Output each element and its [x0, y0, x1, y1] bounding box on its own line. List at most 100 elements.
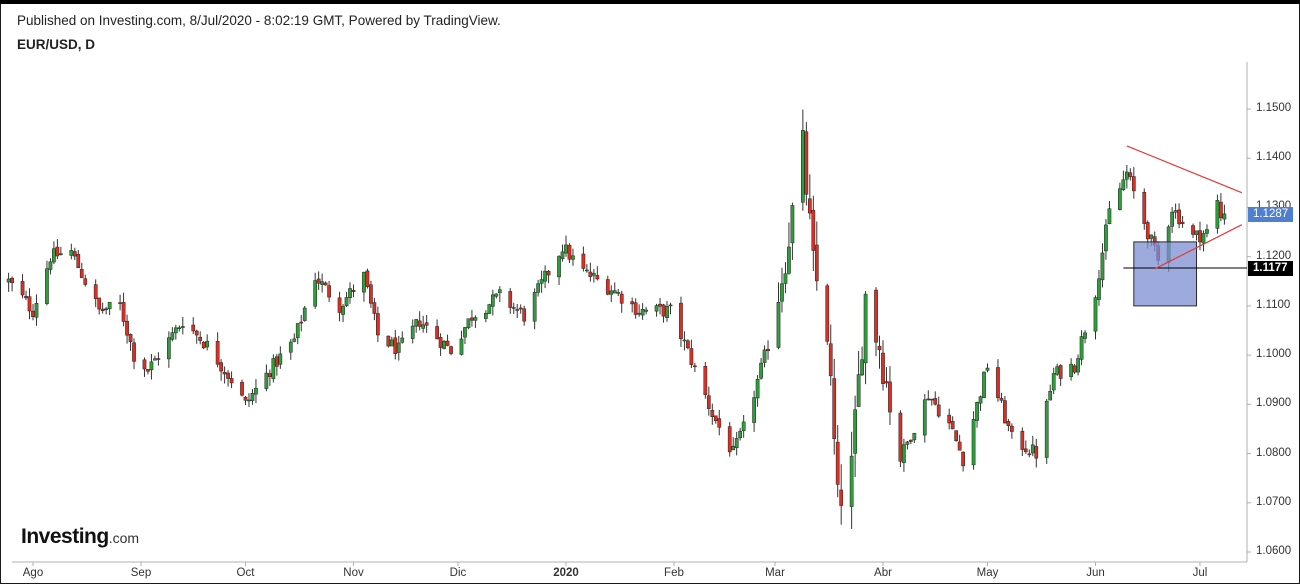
- candle-up: [6, 278, 11, 283]
- candle-down: [832, 378, 837, 439]
- candle-down: [449, 346, 453, 354]
- candle-up: [971, 419, 976, 466]
- candle-down: [954, 430, 958, 441]
- candle-up: [612, 290, 617, 294]
- candle-up: [787, 246, 791, 274]
- candle-up: [665, 306, 669, 318]
- y-tick-label: 1.1100: [1256, 298, 1291, 311]
- x-tick-label: Ago: [22, 567, 44, 579]
- candle-up: [978, 396, 983, 404]
- logo-name: Investing: [21, 525, 109, 548]
- candle-up: [459, 338, 464, 355]
- candle-down: [24, 296, 28, 299]
- candle-up: [592, 273, 596, 276]
- candle-down: [1219, 201, 1223, 219]
- candle-down: [1191, 225, 1195, 235]
- candle-down: [1010, 425, 1014, 432]
- candle-up: [759, 362, 763, 379]
- candle-down: [630, 301, 635, 305]
- top-border: [0, 0, 1300, 4]
- candle-up: [780, 283, 784, 302]
- y-tick-label: 1.1500: [1256, 102, 1292, 114]
- candle-down: [1006, 421, 1011, 426]
- candle-down: [351, 289, 356, 293]
- candle-up: [1083, 332, 1087, 339]
- candle-up: [1222, 213, 1227, 220]
- candle-down: [1027, 453, 1032, 456]
- symbol-title: EUR/USD, D: [17, 37, 96, 52]
- candle-down: [877, 345, 882, 351]
- candle-down: [376, 313, 380, 336]
- candle-down: [926, 398, 931, 401]
- candle-up: [741, 421, 746, 432]
- candle-up: [1079, 336, 1084, 360]
- candle-down: [327, 285, 331, 298]
- candle-up: [177, 327, 182, 330]
- candle-up: [668, 304, 673, 307]
- candle-up: [313, 280, 318, 307]
- candle-down: [898, 412, 903, 462]
- candle-up: [982, 371, 986, 398]
- candle-up: [755, 378, 760, 399]
- y-tick-marks: [1247, 108, 1251, 553]
- candle-down: [121, 302, 126, 322]
- candle-up: [902, 444, 906, 463]
- candle-up: [1051, 373, 1056, 391]
- y-tick-label: 1.0700: [1256, 495, 1292, 508]
- candle-up: [414, 319, 419, 327]
- candle-down: [567, 244, 572, 260]
- y-tick-label: 1.0800: [1256, 446, 1292, 459]
- candle-down: [874, 289, 878, 343]
- candle-up: [247, 399, 251, 402]
- candle-up: [1044, 400, 1049, 458]
- candle-down: [10, 277, 14, 284]
- candle-up: [173, 327, 178, 334]
- candle-down: [717, 418, 722, 428]
- candle-down: [156, 358, 161, 360]
- candle-up: [180, 326, 185, 328]
- candle-up: [473, 317, 478, 321]
- x-tick-marks: [32, 562, 1201, 566]
- candle-down: [693, 365, 697, 368]
- candle-down: [1020, 430, 1025, 450]
- candle-down: [125, 320, 129, 336]
- candle-down: [1145, 222, 1150, 240]
- candle-up: [1100, 252, 1105, 281]
- triangle-upper-line: [1126, 145, 1243, 194]
- candle-down: [275, 356, 279, 367]
- candle-down: [201, 341, 206, 349]
- candle-down: [76, 253, 81, 269]
- candle-up: [490, 294, 495, 307]
- candle-up: [912, 432, 917, 441]
- candle-down: [438, 337, 443, 348]
- candle-down: [191, 324, 196, 332]
- candle-up: [466, 318, 471, 329]
- candle-up: [1107, 208, 1112, 224]
- candle-down: [518, 307, 523, 310]
- candle-down: [393, 337, 398, 355]
- candle-down: [146, 369, 150, 372]
- candle-down: [104, 308, 109, 311]
- x-tick-label: Sep: [130, 567, 152, 579]
- drawings-layer: [1123, 145, 1247, 307]
- candle-up: [564, 244, 568, 254]
- candle-down: [97, 297, 102, 310]
- candle-up: [48, 261, 53, 270]
- x-tick-label: May: [976, 567, 999, 579]
- candle-down: [226, 372, 230, 379]
- candle-up: [905, 441, 910, 445]
- candle-down: [93, 284, 98, 300]
- candle-down: [508, 291, 513, 308]
- candle-down: [686, 340, 690, 349]
- candle-up: [511, 307, 516, 309]
- candle-down: [839, 489, 844, 506]
- candle-up: [731, 445, 736, 451]
- candle-down: [706, 395, 711, 409]
- candle-up: [421, 324, 426, 329]
- candle-up: [295, 323, 300, 339]
- candle-down: [936, 404, 941, 417]
- candle-up: [396, 342, 401, 353]
- candle-down: [240, 381, 244, 396]
- candle-up: [801, 130, 805, 203]
- investing-logo: Investing.com: [21, 525, 139, 549]
